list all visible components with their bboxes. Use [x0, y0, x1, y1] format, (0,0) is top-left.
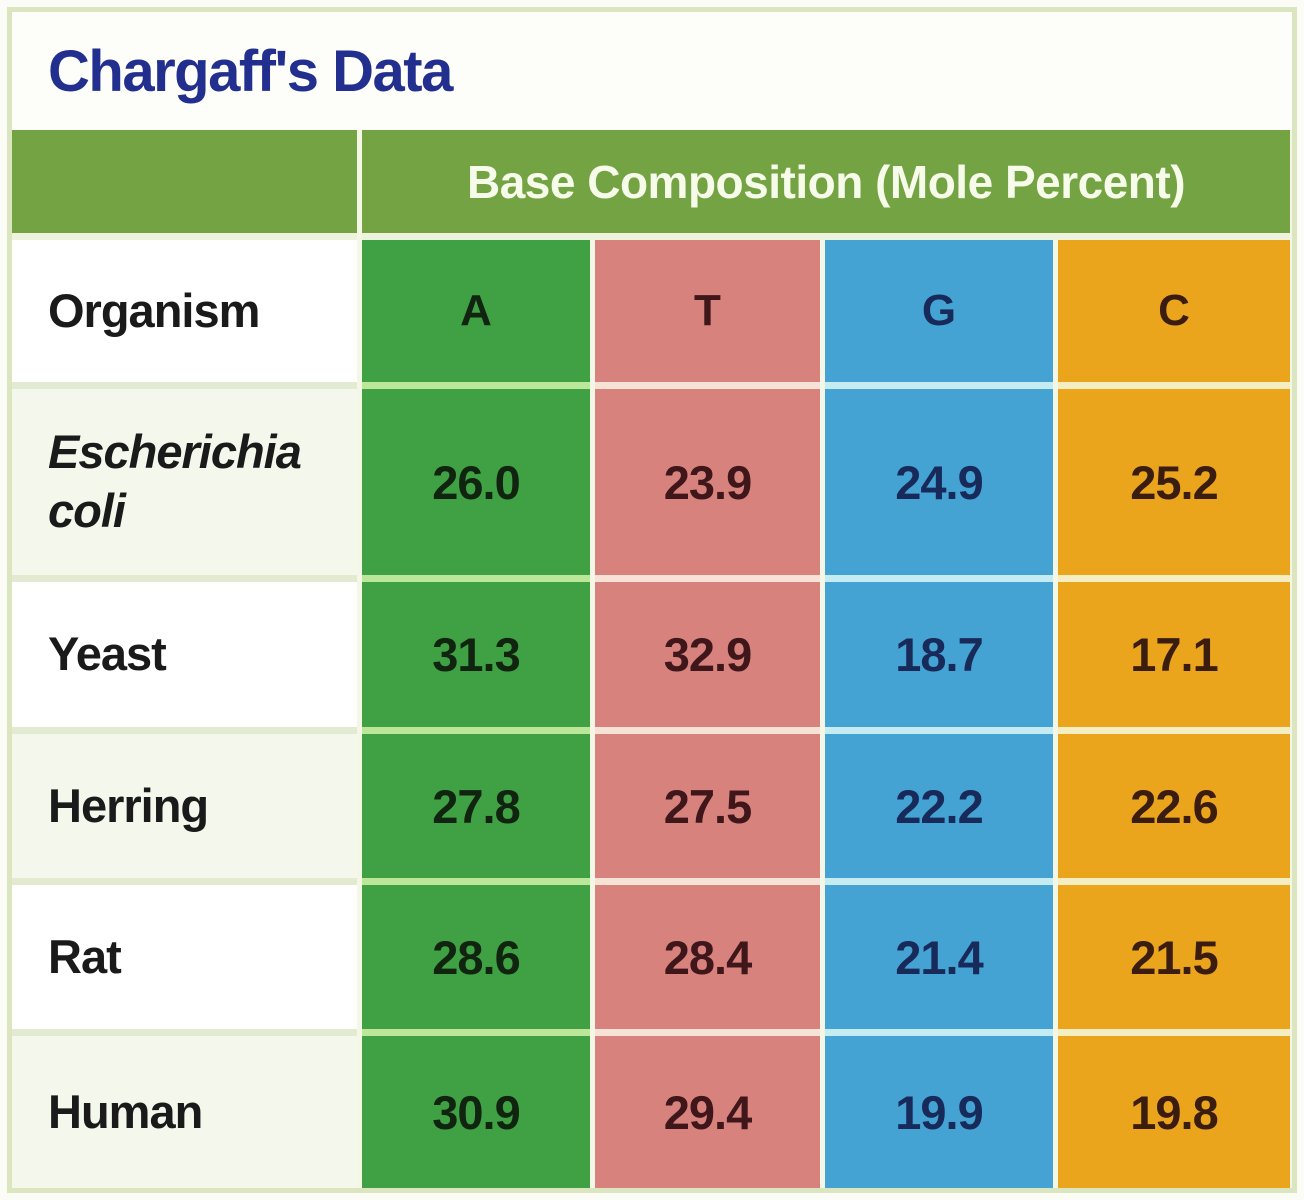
organism-header: Organism	[12, 240, 357, 389]
title-bar: Chargaff's Data	[12, 12, 1292, 130]
row-label-4-label: Rat	[48, 929, 122, 983]
value-cell-r3-C: 22.6	[1058, 734, 1290, 885]
column-header-A: A	[362, 240, 590, 389]
value-cell-r4-C: 21.5	[1058, 885, 1290, 1036]
row-label-5: Human	[12, 1036, 357, 1188]
value-cell-r3-T: 27.5	[595, 734, 820, 885]
value-cell-r5-T-label: 29.4	[663, 1085, 752, 1139]
value-cell-r4-G-label: 21.4	[895, 930, 983, 984]
header-band: Base Composition (Mole Percent)	[362, 130, 1290, 240]
value-cell-r1-T-label: 23.9	[663, 455, 752, 509]
value-cell-r1-G-label: 24.9	[895, 455, 983, 509]
value-cell-r1-C: 25.2	[1058, 389, 1290, 582]
row-label-3: Herring	[12, 734, 357, 885]
page-title: Chargaff's Data	[48, 38, 453, 104]
value-cell-r5-T: 29.4	[595, 1036, 820, 1188]
value-cell-r1-A-label: 26.0	[432, 455, 520, 509]
value-cell-r3-G: 22.2	[825, 734, 1053, 885]
header-band-label: Base Composition (Mole Percent)	[466, 155, 1186, 208]
value-cell-r5-G: 19.9	[825, 1036, 1053, 1188]
value-cell-r5-C: 19.8	[1058, 1036, 1290, 1188]
chargaff-data-table: Base Composition (Mole Percent) Organism A…	[12, 130, 1292, 1188]
column-header-T-label: T	[694, 286, 721, 335]
value-cell-r2-A-label: 31.3	[432, 628, 520, 681]
row-label-1-label: Escherichia coli	[48, 425, 302, 537]
value-cell-r3-G-label: 22.2	[895, 779, 983, 833]
value-cell-r4-G: 21.4	[825, 885, 1053, 1036]
row-label-3-label: Herring	[48, 778, 209, 832]
organism-header-label: Organism	[48, 283, 260, 337]
value-cell-r1-C-label: 25.2	[1130, 455, 1218, 509]
value-cell-r2-T: 32.9	[595, 582, 820, 734]
value-cell-r4-A: 28.6	[362, 885, 590, 1036]
value-cell-r3-A-label: 27.8	[432, 779, 520, 833]
value-cell-r2-G: 18.7	[825, 582, 1053, 734]
header-band-spacer	[12, 130, 357, 240]
column-header-G: G	[825, 240, 1053, 389]
value-cell-r4-C-label: 21.5	[1130, 930, 1218, 984]
value-cell-r1-G: 24.9	[825, 389, 1053, 582]
value-cell-r4-T-label: 28.4	[663, 930, 752, 984]
value-cell-r2-G-label: 18.7	[895, 628, 983, 681]
value-cell-r3-A: 27.8	[362, 734, 590, 885]
row-label-2: Yeast	[12, 582, 357, 734]
value-cell-r4-T: 28.4	[595, 885, 820, 1036]
row-label-4: Rat	[12, 885, 357, 1036]
value-cell-r3-C-label: 22.6	[1130, 779, 1218, 833]
value-cell-r5-C-label: 19.8	[1130, 1085, 1218, 1139]
column-header-G-label: G	[921, 286, 957, 335]
column-header-T: T	[595, 240, 820, 389]
table-frame: Chargaff's Data Base Composition (Mole P…	[7, 7, 1297, 1193]
value-cell-r2-A: 31.3	[362, 582, 590, 734]
value-cell-r4-A-label: 28.6	[432, 930, 520, 984]
column-header-C-label: C	[1158, 286, 1190, 335]
value-cell-r3-T-label: 27.5	[663, 779, 752, 833]
value-cell-r1-T: 23.9	[595, 389, 820, 582]
row-label-1: Escherichia coli	[12, 389, 357, 582]
column-header-C: C	[1058, 240, 1290, 389]
column-header-A-label: A	[460, 286, 492, 335]
value-cell-r2-C-label: 17.1	[1130, 628, 1218, 681]
row-label-2-label: Yeast	[48, 627, 167, 681]
value-cell-r1-A: 26.0	[362, 389, 590, 582]
value-cell-r5-A-label: 30.9	[432, 1085, 520, 1139]
value-cell-r5-G-label: 19.9	[895, 1085, 983, 1139]
value-cell-r2-C: 17.1	[1058, 582, 1290, 734]
value-cell-r5-A: 30.9	[362, 1036, 590, 1188]
row-label-5-label: Human	[48, 1084, 203, 1138]
value-cell-r2-T-label: 32.9	[663, 628, 752, 681]
